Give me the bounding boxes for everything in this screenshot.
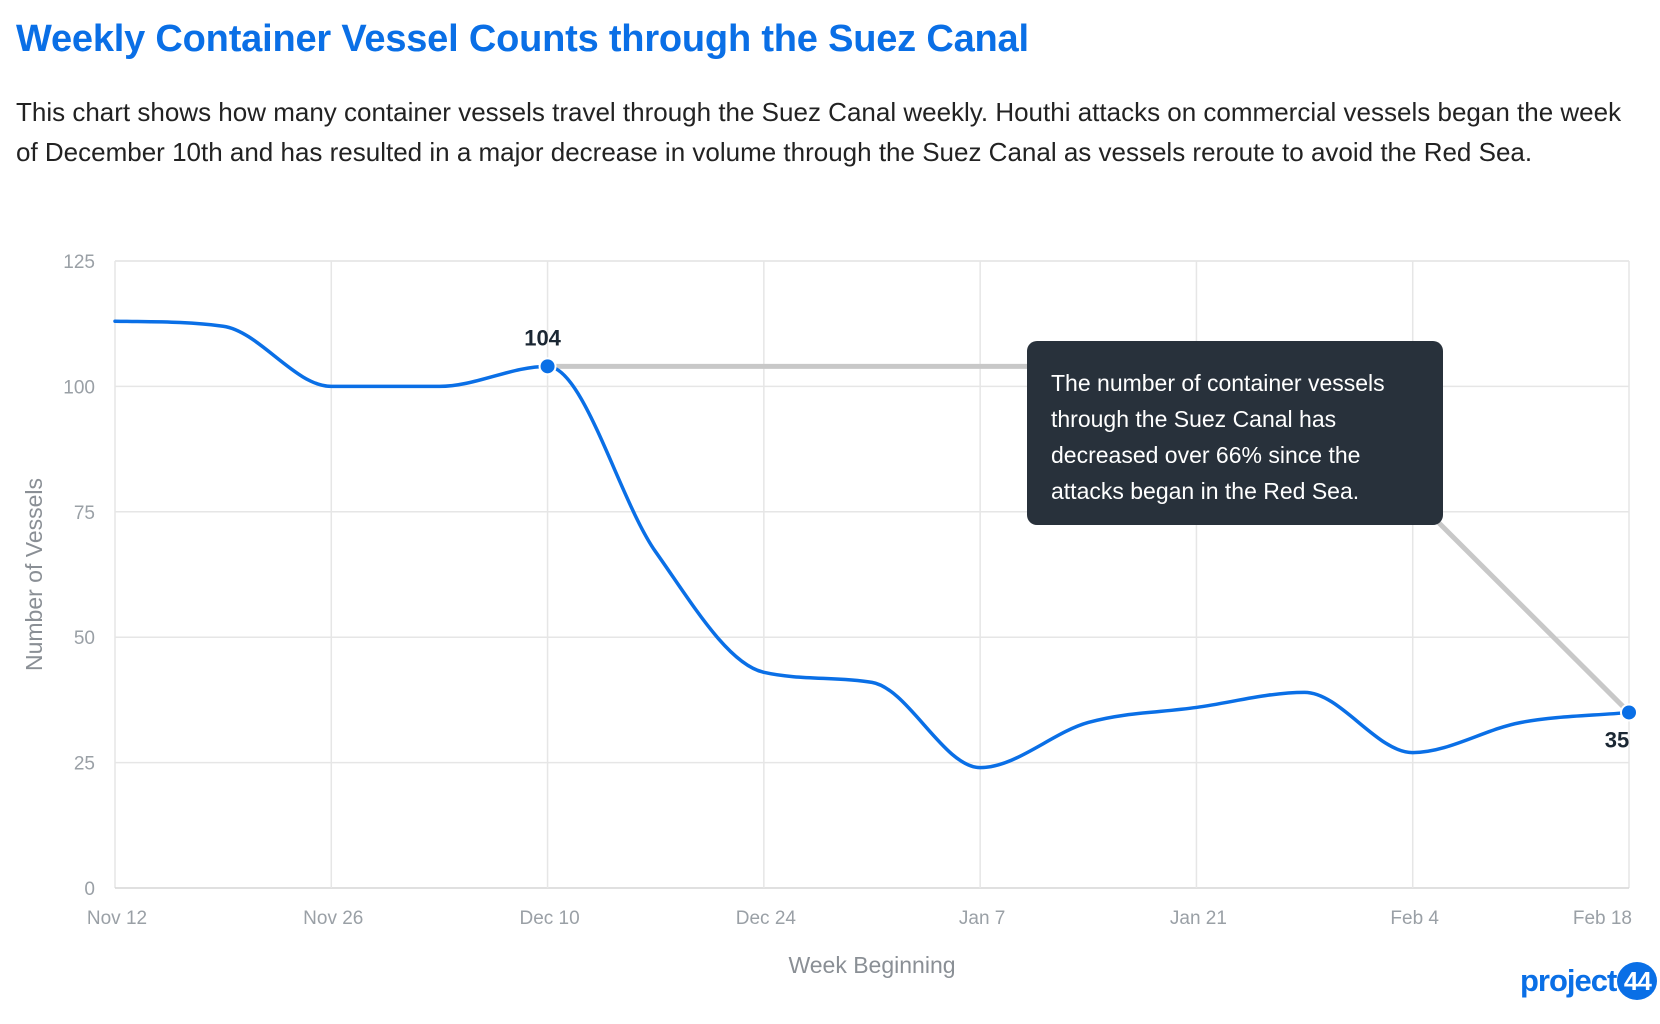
x-tick-label: Jan 7	[959, 908, 1005, 929]
data-point-marker	[538, 357, 557, 376]
x-tick-label: Jan 21	[1170, 908, 1227, 929]
callout-connectors	[547, 363, 1631, 715]
chart-description: This chart shows how many container vess…	[16, 97, 1622, 167]
y-tick-label: 125	[63, 252, 95, 273]
y-tick-label: 50	[74, 628, 95, 649]
y-tick-label: 0	[84, 879, 95, 900]
data-point-marker	[1620, 703, 1638, 722]
data-label: 104	[524, 325, 561, 350]
y-axis-title: Number of Vessels	[21, 478, 47, 671]
chart-title: Weekly Container Vessel Counts through t…	[16, 18, 1029, 60]
annotation-callout: The number of container vessels through …	[1027, 341, 1443, 525]
axes: 0 25 50 75 100 125 Nov 12 Nov 26 Dec 10 Dec 24 Jan…	[21, 252, 1632, 978]
project44-logo: project 44	[1520, 962, 1658, 1000]
y-tick-label: 25	[74, 754, 95, 775]
logo-number: 44	[1617, 962, 1658, 1000]
data-labels: 104 35	[524, 325, 1629, 752]
logo-word: project	[1520, 963, 1617, 998]
y-tick-label: 75	[74, 503, 95, 524]
y-tick-label: 100	[63, 377, 95, 398]
x-tick-label: Feb 4	[1390, 908, 1439, 929]
x-axis-title: Week Beginning	[788, 952, 955, 978]
x-tick-label: Nov 12	[87, 908, 147, 929]
x-tick-label: Feb 18	[1573, 908, 1632, 929]
callout-connector-end	[1429, 513, 1631, 715]
series-line	[113, 319, 1631, 770]
callout-text: The number of container vessels through …	[1051, 370, 1385, 504]
x-tick-label: Nov 26	[303, 908, 363, 929]
x-tick-label: Dec 10	[519, 908, 579, 929]
series	[113, 319, 1638, 770]
data-label: 35	[1605, 727, 1629, 752]
x-tick-label: Dec 24	[736, 908, 797, 929]
grid-lines	[114, 260, 1630, 889]
